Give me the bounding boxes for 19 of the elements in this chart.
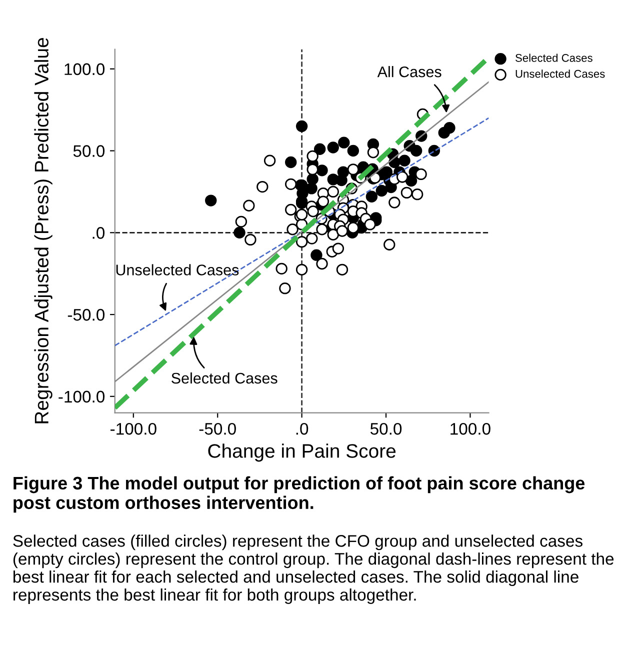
legend-label: Selected Cases [515, 54, 592, 62]
x-tick-label: -100.0 [110, 422, 156, 435]
annotation: Unselected Cases [116, 264, 239, 276]
y-tick-label: .0 [92, 227, 105, 239]
x-axis-title: Change in Pain Score [208, 444, 396, 462]
y-tick-label: -100.0 [58, 390, 105, 403]
x-tick-label: -50.0 [199, 422, 236, 435]
y-tick-label: 50.0 [73, 145, 105, 157]
text: Selected cases (filled circles) represent the CFO group and unselected cases (empty circles) represent the control group. The diagonal dash-lines represent the best linear fit for each selected and unselected cases. The solid diagonal line represents the best linear fit for both groups altogether. [13, 534, 614, 604]
annotation: All Cases [377, 66, 442, 78]
x-tick-label: 50.0 [370, 422, 402, 435]
text: Figure 3 The model output for prediction of foot pain score change post custom orthoses intervention. [14, 476, 585, 513]
annotation: Selected Cases [172, 372, 278, 384]
x-tick-label: 100.0 [450, 422, 490, 435]
x-tick-label: .0 [296, 422, 308, 435]
y-tick-label: 100.0 [64, 63, 105, 76]
y-axis-title: Regression Adjusted (Press) Predicted Value [34, 38, 52, 424]
legend-label: Unselected Cases [516, 70, 605, 78]
y-tick-label: -50.0 [68, 308, 105, 321]
